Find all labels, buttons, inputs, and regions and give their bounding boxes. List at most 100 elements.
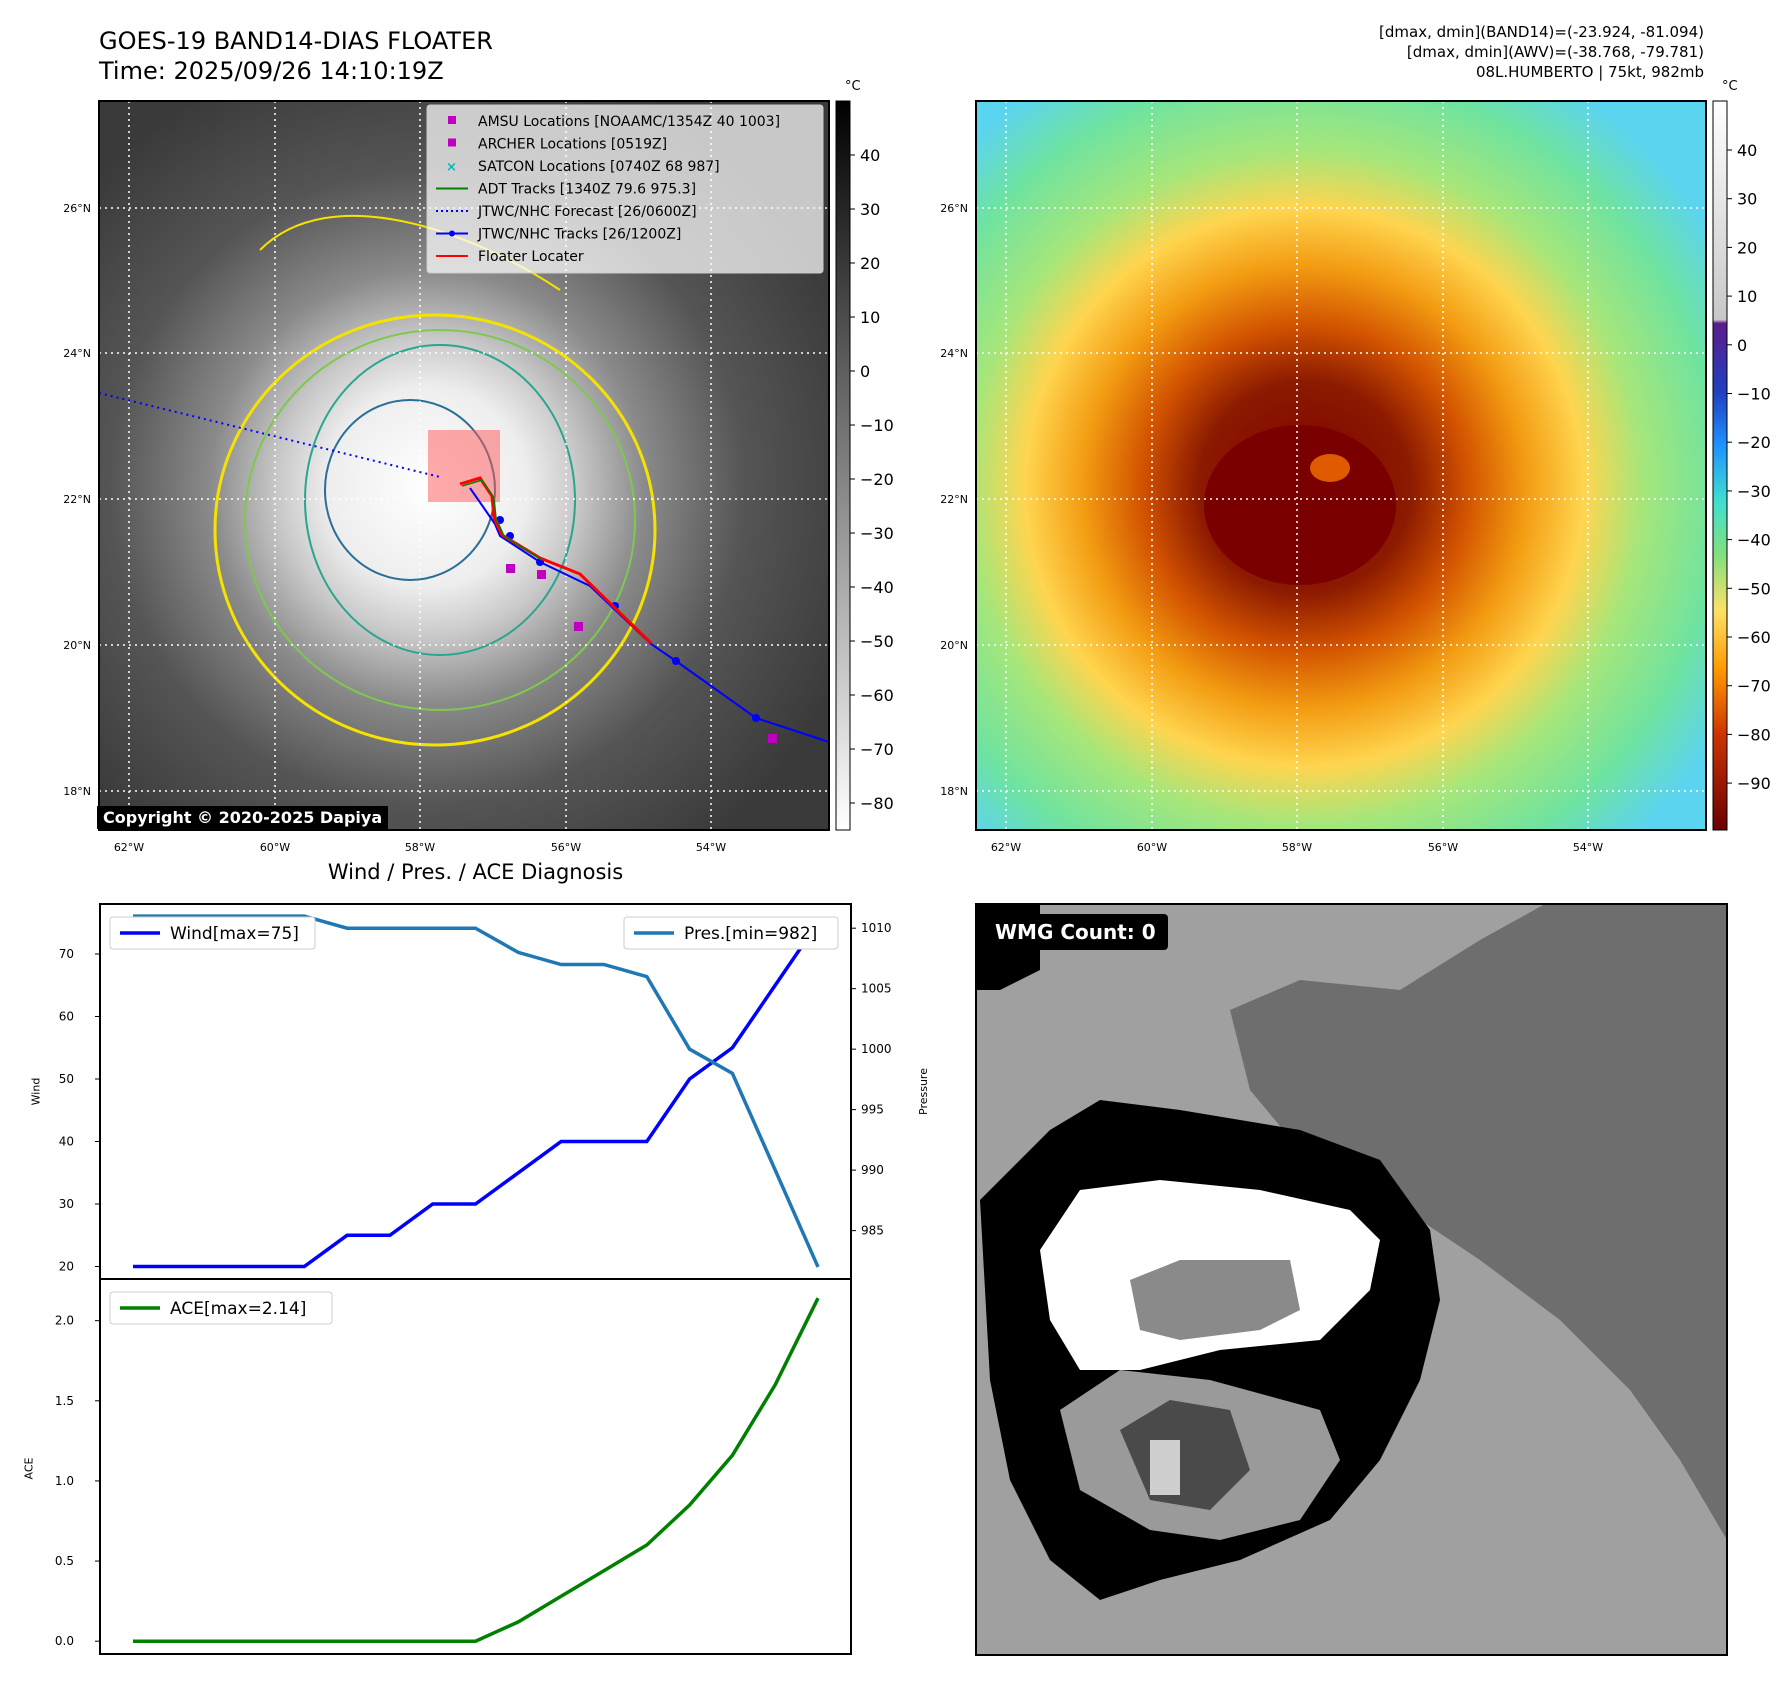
colorbar-tick-label: −70 — [1737, 677, 1771, 696]
wmg-gray-core — [1130, 1260, 1300, 1340]
legend-label: ARCHER Locations [0519Z] — [478, 137, 667, 153]
ace-axis-label: ACE — [22, 1457, 36, 1480]
colorbar-tick-label: −30 — [860, 524, 894, 543]
color-eye-core — [1204, 425, 1396, 585]
colorbar-tick-label: 0 — [1737, 336, 1747, 355]
colorbar-tick-label: −10 — [860, 416, 894, 435]
amsu-archer-markers — [506, 564, 777, 743]
lon-label: 54°W — [1573, 841, 1603, 854]
ace-tick-label: 0.0 — [55, 1634, 74, 1648]
colorbar-tick-label: −70 — [860, 740, 894, 759]
wmg-frame — [975, 903, 1728, 1656]
color-colorbar: 40 30 20 10 0 −10 −20 −30 −40 −50 −60 −70 −80 −90 — [1712, 100, 1771, 831]
wmg-count-label: WMG Count: 0 — [983, 914, 1168, 950]
pressure-legend: Pres.[min=982] — [623, 916, 839, 950]
wmg-panel — [975, 903, 1728, 1656]
ace-chart: 0.0 0.5 1.0 1.5 2.0 ACE[max=2.14] — [55, 1278, 852, 1655]
lon-label: 56°W — [551, 841, 581, 854]
dmax-awv: [dmax, dmin](AWV)=(-38.768, -79.781) — [1406, 43, 1704, 61]
ir-contour-green — [244, 329, 636, 711]
colorbar-tick-label: −40 — [1737, 531, 1771, 550]
figure-title: GOES-19 BAND14-DIAS FLOATER — [99, 27, 493, 55]
lat-label: 26°N — [63, 202, 91, 215]
wind-tick-label: 50 — [59, 1072, 74, 1086]
ir-map-frame — [98, 100, 830, 831]
wmg-light-patch — [1150, 1440, 1180, 1495]
copyright-label: Copyright © 2020-2025 Dapiya — [97, 806, 389, 829]
ace-legend: ACE[max=2.14] — [109, 1291, 333, 1325]
wind-tick-label: 40 — [59, 1135, 74, 1149]
legend-label: AMSU Locations [NOAAMC/1354Z 40 1003] — [478, 114, 780, 130]
legend-label: ADT Tracks [1340Z 79.6 975.3] — [478, 182, 696, 198]
lon-label: 62°W — [114, 841, 144, 854]
legend-label: Floater Locater — [478, 249, 584, 265]
ace-tick-label: 2.0 — [55, 1314, 74, 1328]
colorbar-tick-label: 10 — [1737, 287, 1757, 306]
legend-marker — [448, 138, 456, 147]
pressure-tick-label: 1010 — [861, 921, 892, 935]
legend: AMSU Locations [NOAAMC/1354Z 40 1003] ARC… — [426, 104, 824, 274]
colorbar-tick-label: −10 — [1737, 385, 1771, 404]
lon-label: 56°W — [1428, 841, 1458, 854]
ace-series-line — [133, 1297, 820, 1643]
ace-tick-label: 1.0 — [55, 1474, 74, 1488]
storm-info: 08L.HUMBERTO | 75kt, 982mb — [1475, 63, 1704, 81]
gray-colorbar: 40 30 20 10 0 −10 −20 −30 −40 −50 −60 −70 −80 — [835, 100, 894, 831]
lon-label: 58°W — [1282, 841, 1312, 854]
colorbar-tick-label: −50 — [1737, 579, 1771, 598]
figure-time: Time: 2025/09/26 14:10:19Z — [99, 57, 444, 85]
ir-contour-teal — [304, 344, 576, 656]
legend-marker-dot — [449, 230, 455, 237]
pressure-tick-label: 1005 — [861, 982, 892, 996]
lon-label: 60°W — [1137, 841, 1167, 854]
chart-title: Wind / Pres. / ACE Diagnosis — [327, 860, 624, 884]
wind-legend-label: Wind[max=75] — [170, 924, 299, 944]
colorbar-tick-label: −60 — [1737, 628, 1771, 647]
colorbar-tick-label: −80 — [860, 794, 894, 813]
color-map-panel — [975, 100, 1707, 831]
colorbar-tick-label: −50 — [860, 632, 894, 651]
jtwc-track — [469, 487, 830, 743]
pressure-axis-label: Pressure — [916, 1068, 930, 1115]
colorbar-tick-label: 30 — [1737, 190, 1757, 209]
lat-label: 18°N — [940, 785, 968, 798]
lat-label: 18°N — [63, 785, 91, 798]
pressure-tick-label: 995 — [861, 1103, 884, 1117]
pressure-series-line — [133, 914, 820, 1268]
ace-tick-label: 1.5 — [55, 1394, 74, 1408]
lat-label: 20°N — [940, 639, 968, 652]
lat-label: 20°N — [63, 639, 91, 652]
lat-label: 22°N — [63, 493, 91, 506]
color-map-frame — [975, 100, 1707, 831]
colorbar-tick-label: 20 — [1737, 238, 1757, 257]
lat-label: 26°N — [940, 202, 968, 215]
colorbar-tick-label: −80 — [1737, 725, 1771, 744]
colorbar-tick-label: −20 — [860, 470, 894, 489]
wind-axis-label: Wind — [29, 1077, 43, 1106]
colorbar-tick-label: 30 — [860, 200, 880, 219]
wind-tick-label: 70 — [59, 947, 74, 961]
lon-label: 62°W — [991, 841, 1021, 854]
lat-label: 24°N — [940, 347, 968, 360]
ir-contour-yellow — [213, 313, 657, 747]
adt-track — [461, 479, 543, 561]
legend-label: JTWC/NHC Forecast [26/0600Z] — [477, 204, 697, 220]
colorbar-tick-label: 40 — [860, 146, 880, 165]
wind-series-line — [133, 921, 820, 1269]
colorbar-tick-label: −30 — [1737, 482, 1771, 501]
pressure-legend-label: Pres.[min=982] — [684, 924, 817, 944]
colorbar-tick-label: 0 — [860, 362, 870, 381]
colorbar-tick-label: −40 — [860, 578, 894, 597]
colorbar-tick-label: −20 — [1737, 433, 1771, 452]
legend-label: JTWC/NHC Tracks [26/1200Z] — [477, 227, 681, 243]
colorbar-tick-label: −90 — [1737, 774, 1771, 793]
wmg-dark-gray-region — [1230, 904, 1727, 1540]
pressure-tick-label: 990 — [861, 1163, 884, 1177]
color-gridlines — [976, 101, 1706, 830]
pressure-tick-label: 1000 — [861, 1042, 892, 1056]
wind-tick-label: 30 — [59, 1197, 74, 1211]
lon-label: 54°W — [696, 841, 726, 854]
color-colorbar-unit: °C — [1722, 79, 1738, 94]
